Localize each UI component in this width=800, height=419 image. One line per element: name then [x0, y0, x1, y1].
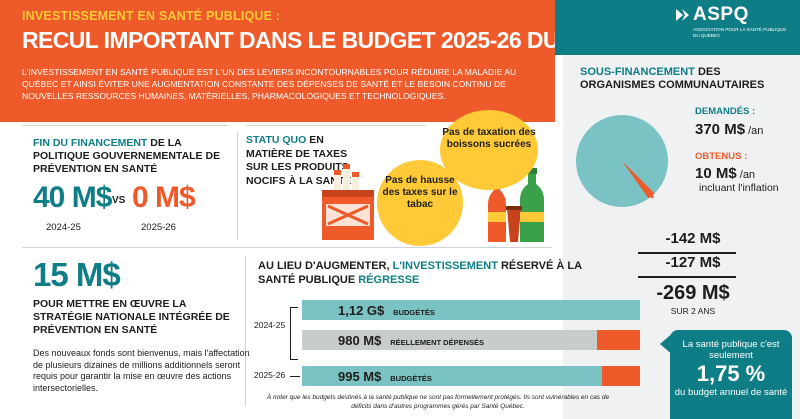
bar-caption-1: BUDGÉTÉS	[393, 308, 435, 317]
bar-caption-2: RÉELLEMENT DÉPENSÉS	[390, 338, 485, 347]
demandes-value: 370 M$ /an	[695, 121, 763, 138]
total-line-1: -142 M$	[665, 230, 721, 247]
sous-financement-title-highlight: SOUS-FINANCEMENT	[580, 66, 695, 78]
budget-year-1: 2024-25	[254, 320, 286, 330]
demandes-amount: 370 M$	[695, 121, 746, 138]
budget-title-a: AU LIEU D'AUGMENTER,	[258, 260, 393, 272]
strategie-body: Des nouveaux fonds sont bienvenus, mais …	[33, 348, 250, 393]
bar-label-row-3: 995 M$ BUDGÉTÉS	[338, 368, 432, 386]
budget-bar-2024-budgeted	[302, 300, 640, 320]
budget-bar-chart: 1,12 G$ BUDGÉTÉS 980 M$ RÉELLEMENT DÉPEN…	[302, 300, 642, 390]
budget-title-b: L'INVESTISSEMENT	[392, 260, 498, 272]
budget-bar-2025-gap	[601, 366, 640, 386]
aspq-logo: ASPQ ASSOCIATION POUR LA SANTÉ PUBLIQUE …	[675, 4, 790, 52]
fin-year-after: 2025-26	[141, 222, 176, 233]
sugary-drinks-icon	[488, 168, 544, 242]
totals-box: -142 M$ -127 M$	[634, 230, 752, 272]
fin-year-before: 2024-25	[46, 222, 81, 233]
fin-financement-title: FIN DU FINANCEMENT DE LA POLITIQUE GOUVE…	[33, 137, 238, 176]
divider-vertical-lower	[245, 256, 246, 406]
divider-top-mid	[246, 125, 426, 126]
total-sum: -269 M$	[656, 282, 730, 304]
pie-pointer-line	[650, 195, 655, 199]
obtenus-unit: /an	[736, 169, 756, 181]
pie-obtained-slice	[622, 161, 655, 199]
tabac-bubble	[377, 160, 463, 246]
obtenus-label: OBTENUS :	[695, 151, 748, 162]
fin-value-after: 0 M$	[132, 181, 196, 214]
share-text-a: La santé publique c'est seulement	[682, 339, 780, 361]
bar-caption-3: BUDGÉTÉS	[390, 374, 432, 383]
logo-name: ASPQ	[693, 4, 749, 25]
bar-value-2: 980 M$	[338, 333, 382, 348]
statu-quo-title: STATU QUO EN MATIÈRE DE TAXES SUR LES PR…	[246, 134, 371, 188]
divider-top-left	[22, 125, 227, 126]
budget-bar-2024-gap	[597, 330, 640, 350]
bar-value-1: 1,12 G$	[338, 303, 385, 318]
year-bracket	[290, 307, 298, 360]
demandes-label: DEMANDÉS :	[695, 106, 756, 117]
budget-title: AU LIEU D'AUGMENTER, L'INVESTISSEMENT RÉ…	[258, 259, 618, 287]
share-value: 1,75 %	[696, 361, 766, 386]
tabac-bubble-text: Pas de hausse des taxes sur le tabac	[382, 175, 458, 210]
budget-title-c: RÉSERVÉ À LA SANTÉ PUBLIQUE	[258, 260, 582, 286]
total-line-2: -127 M$	[665, 254, 721, 271]
demandes-unit: /an	[745, 125, 764, 137]
budget-bar-2025-budgeted	[302, 366, 602, 386]
obtenus-value: 10 M$ /an	[695, 165, 755, 182]
share-text-b: du budget annuel de santé	[674, 387, 788, 398]
budget-title-d: RÉGRESSE	[358, 274, 420, 286]
bar-label-row-2: 980 M$ RÉELLEMENT DÉPENSÉS	[338, 332, 484, 350]
obtenus-note: incluant l'inflation	[699, 182, 779, 194]
divider-middle	[22, 247, 552, 248]
sous-financement-title: SOUS-FINANCEMENT DES ORGANISMES COMMUNAU…	[580, 66, 790, 92]
logo-bar	[555, 0, 800, 55]
fin-vs: VS	[112, 195, 126, 206]
share-bubble	[670, 330, 792, 419]
statu-quo-rest: EN MATIÈRE DE TAXES SUR LES PRODUITS NOC…	[246, 134, 352, 187]
header-intro: L'INVESTISSEMENT EN SANTÉ PUBLIQUE EST L…	[22, 67, 517, 101]
divider-vertical	[237, 132, 238, 240]
funding-pie-chart	[576, 115, 668, 207]
statu-quo-highlight: STATU QUO	[246, 134, 307, 146]
logo-subtitle: ASSOCIATION POUR LA SANTÉ PUBLIQUE DU QU…	[693, 27, 787, 38]
totals-rule-2	[638, 276, 736, 278]
fin-title-highlight: FIN DU FINANCEMENT	[33, 137, 148, 149]
budget-footnote: À noter que les budgets destinés à la sa…	[266, 394, 610, 410]
fin-value-before: 40 M$	[33, 181, 112, 214]
budget-year-2: 2025-26	[254, 370, 286, 380]
fin-title-rest: DE LA POLITIQUE GOUVERNEMENTALE DE PRÉVE…	[33, 137, 221, 175]
boissons-bubble	[440, 110, 538, 190]
totals-rule-1	[638, 252, 736, 254]
logo-mark-icon	[676, 9, 689, 21]
strategie-title: POUR METTRE EN ŒUVRE LA STRATÉGIE NATION…	[33, 298, 230, 336]
year-tick-2	[290, 376, 300, 377]
obtenus-amount: 10 M$	[695, 165, 737, 182]
cigarette-pack-icon	[322, 164, 374, 240]
boissons-bubble-text: Pas de taxation des boissons sucrées	[442, 127, 536, 150]
bar-label-row-1: 1,12 G$ BUDGÉTÉS	[338, 302, 435, 320]
bar-value-3: 995 M$	[338, 369, 382, 384]
header-kicker: INVESTISSEMENT EN SANTÉ PUBLIQUE :	[22, 9, 281, 23]
strategie-value: 15 M$	[33, 256, 121, 293]
page-title: RECUL IMPORTANT DANS LE BUDGET 2025-26 D…	[22, 27, 660, 53]
sous-financement-title-rest: DES ORGANISMES COMMUNAUTAIRES	[580, 66, 765, 91]
budget-bar-2024-spent	[302, 330, 598, 350]
total-sub: SUR 2 ANS	[670, 306, 716, 316]
header-banner	[0, 0, 555, 122]
